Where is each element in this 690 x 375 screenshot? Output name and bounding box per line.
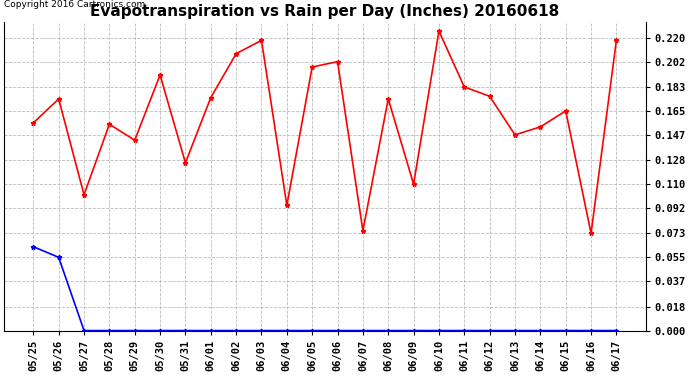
- Title: Evapotranspiration vs Rain per Day (Inches) 20160618: Evapotranspiration vs Rain per Day (Inch…: [90, 4, 560, 19]
- Text: Copyright 2016 Cartronics.com: Copyright 2016 Cartronics.com: [4, 0, 146, 9]
